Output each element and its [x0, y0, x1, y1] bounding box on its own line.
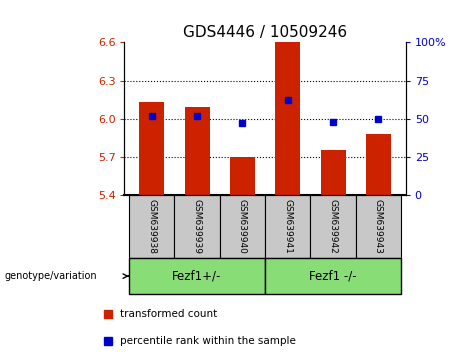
- Text: Fezf1 -/-: Fezf1 -/-: [309, 270, 357, 282]
- Bar: [129, 195, 174, 258]
- Bar: [220, 195, 265, 258]
- Text: GSM639941: GSM639941: [283, 199, 292, 254]
- Bar: [310, 195, 356, 258]
- Bar: [275, 42, 300, 195]
- Text: transformed count: transformed count: [120, 309, 217, 319]
- Text: GSM639942: GSM639942: [329, 199, 337, 254]
- Bar: [139, 102, 164, 195]
- Bar: [366, 134, 391, 195]
- Bar: [174, 195, 220, 258]
- Bar: [129, 258, 265, 294]
- Text: genotype/variation: genotype/variation: [5, 271, 97, 281]
- Bar: [230, 156, 255, 195]
- Text: GSM639938: GSM639938: [147, 199, 156, 254]
- Text: percentile rank within the sample: percentile rank within the sample: [120, 336, 296, 346]
- Bar: [265, 195, 310, 258]
- Text: GSM639943: GSM639943: [374, 199, 383, 254]
- Text: GSM639940: GSM639940: [238, 199, 247, 254]
- Bar: [184, 107, 209, 195]
- Title: GDS4446 / 10509246: GDS4446 / 10509246: [183, 25, 347, 40]
- Text: Fezf1+/-: Fezf1+/-: [172, 270, 222, 282]
- Bar: [265, 258, 401, 294]
- Text: GSM639939: GSM639939: [193, 199, 201, 254]
- Bar: [321, 150, 346, 195]
- Bar: [356, 195, 401, 258]
